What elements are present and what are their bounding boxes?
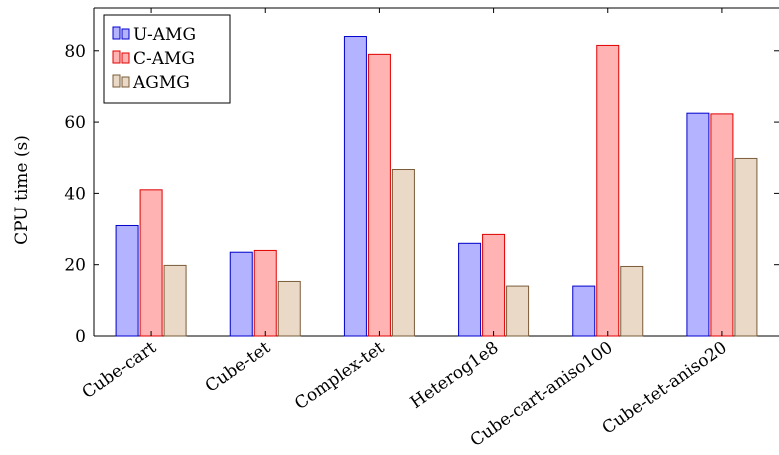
bar-c-amg-cube-tet xyxy=(253,249,277,337)
bar-u-amg-cube-tet xyxy=(229,251,253,337)
bar-u-amg-cube-tet-aniso20 xyxy=(686,112,710,337)
x-tick-label: Complex-tet xyxy=(291,338,388,414)
legend-swatch-2-b xyxy=(121,76,130,88)
bar-c-amg-heterog1e8 xyxy=(482,233,506,337)
legend-swatch-1 xyxy=(112,50,121,64)
bar-c-amg-cube-cart-aniso100 xyxy=(596,44,620,337)
bar-agmg-cube-tet-aniso20 xyxy=(734,157,758,337)
bar-agmg-cube-cart-aniso100 xyxy=(620,265,644,337)
legend-swatch-2 xyxy=(112,74,121,88)
legend-swatch-0 xyxy=(112,26,121,40)
bar-c-amg-complex-tet xyxy=(367,53,391,337)
y-tick-label: 80 xyxy=(64,42,86,62)
y-tick-label: 20 xyxy=(64,256,86,276)
bar-agmg-complex-tet xyxy=(391,169,415,337)
bar-c-amg-cube-tet-aniso20 xyxy=(710,113,734,337)
bars-group xyxy=(115,36,758,337)
bar-u-amg-cube-cart-aniso100 xyxy=(572,285,596,337)
bar-agmg-heterog1e8 xyxy=(506,285,530,337)
y-tick-label: 40 xyxy=(64,184,86,204)
plot-frame xyxy=(93,7,779,337)
legend-label-0: U-AMG xyxy=(133,25,196,45)
x-tick-label: Cube-tet-aniso20 xyxy=(599,338,731,439)
x-tick-label: Cube-cart xyxy=(79,338,160,403)
x-tick-label: Cube-tet xyxy=(202,338,275,397)
bar-agmg-cube-cart xyxy=(163,264,187,337)
legend-label-1: C-AMG xyxy=(133,49,195,69)
bar-c-amg-cube-cart xyxy=(139,189,163,337)
legend: U-AMG C-AMG AGMG xyxy=(103,14,231,104)
y-axis-label: CPU time (s) xyxy=(12,135,32,245)
y-tick-label: 60 xyxy=(64,113,86,133)
y-tick-label: 0 xyxy=(75,327,86,347)
legend-swatch-1-b xyxy=(121,52,130,64)
legend-label-2: AGMG xyxy=(132,73,190,93)
legend-swatch-0-b xyxy=(121,28,130,40)
bar-u-amg-heterog1e8 xyxy=(458,242,482,337)
x-tick-label: Heterog1e8 xyxy=(407,338,503,413)
bar-u-amg-complex-tet xyxy=(343,36,367,337)
bar-u-amg-cube-cart xyxy=(115,224,139,337)
y-axis-ticks: 0 20 40 60 80 xyxy=(64,42,779,347)
bar-agmg-cube-tet xyxy=(277,280,301,337)
